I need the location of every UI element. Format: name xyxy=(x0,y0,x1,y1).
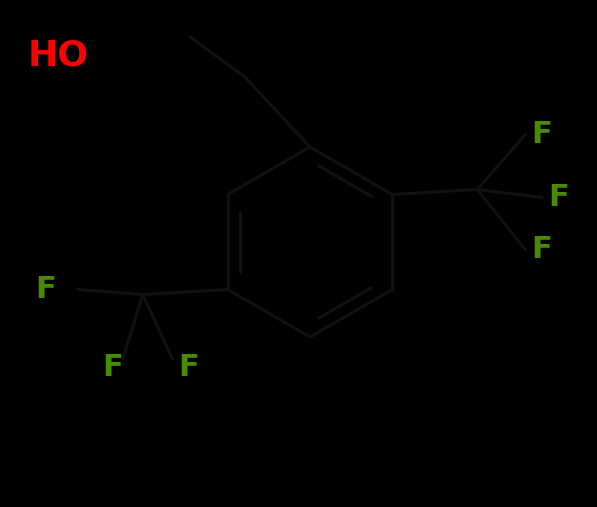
Text: F: F xyxy=(531,120,552,149)
Text: F: F xyxy=(103,353,124,382)
Text: F: F xyxy=(36,275,57,304)
Text: HO: HO xyxy=(28,38,89,72)
Text: F: F xyxy=(548,183,569,212)
Text: F: F xyxy=(179,353,199,382)
Text: F: F xyxy=(531,235,552,264)
